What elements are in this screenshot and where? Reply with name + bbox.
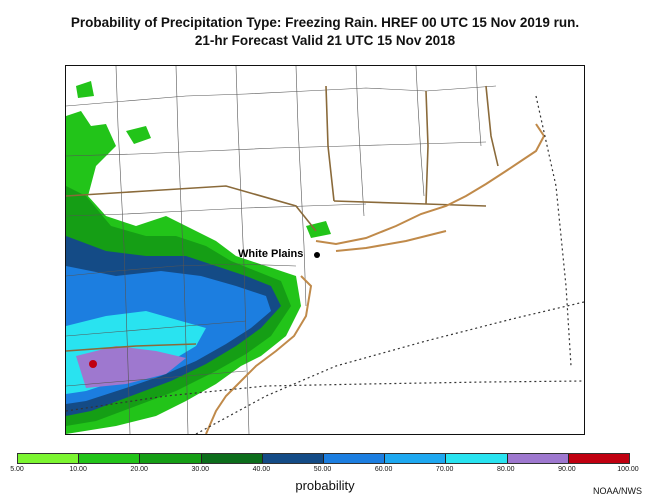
coastline [205, 123, 546, 434]
colorbar-segment [446, 454, 508, 463]
colorbar-segment [385, 454, 447, 463]
white-plains-marker [314, 252, 320, 258]
freezing-rain-purple-area [76, 346, 186, 388]
map-canvas [66, 66, 584, 434]
precip-shading [66, 81, 331, 434]
colorbar-tick-label: 40.00 [252, 466, 271, 473]
colorbar-tick-label: 80.00 [497, 466, 515, 473]
colorbar-segment [262, 454, 325, 463]
colorbar-tick-label: 50.00 [313, 466, 332, 473]
colorbar-segment [507, 454, 569, 463]
forecast-map: White Plains [65, 65, 585, 435]
county-borders [66, 66, 497, 434]
white-plains-label: White Plains [238, 248, 304, 260]
probability-colorbar [17, 453, 630, 464]
colorbar-tick-label: 30.00 [191, 466, 210, 473]
credit-text: NOAA/NWS [592, 486, 642, 496]
colorbar-segment [568, 454, 630, 463]
colorbar-tick-label: 10.00 [69, 466, 87, 473]
colorbar-segment [140, 454, 202, 463]
dashed-boundaries [66, 95, 584, 434]
map-title-line1: Probability of Precipitation Type: Freez… [70, 15, 580, 30]
colorbar-label: probability [295, 478, 355, 493]
state-borders [66, 85, 499, 352]
colorbar-tick-label: 60.00 [374, 466, 393, 473]
colorbar-segment [18, 454, 80, 463]
colorbar-tick-label: 100.00 [617, 466, 639, 473]
colorbar-segment [201, 454, 263, 463]
colorbar-tick-label: 90.00 [558, 466, 576, 473]
colorbar-segment [79, 454, 141, 463]
colorbar-tick-label: 20.00 [130, 466, 148, 473]
freezing-rain-red-spot [89, 360, 97, 368]
colorbar-tick-label: 5.00 [10, 466, 24, 473]
map-title-line2: 21-hr Forecast Valid 21 UTC 15 Nov 2018 [194, 33, 456, 48]
colorbar-segment [324, 454, 386, 463]
colorbar-tick-label: 70.00 [435, 466, 454, 473]
